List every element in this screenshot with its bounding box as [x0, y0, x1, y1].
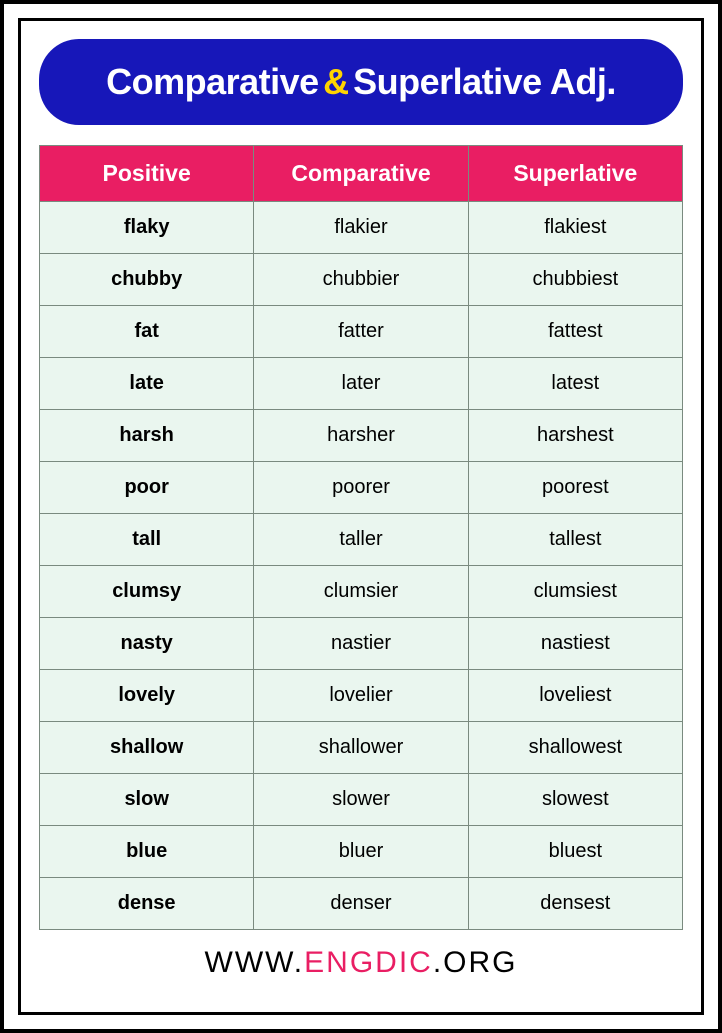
- table-header-row: Positive Comparative Superlative: [40, 146, 683, 202]
- col-superlative: Superlative: [468, 146, 682, 202]
- footer-brand: ENGDIC: [304, 946, 433, 979]
- cell-comparative: later: [254, 358, 468, 410]
- cell-positive: late: [40, 358, 254, 410]
- title-part2: Superlative Adj.: [353, 61, 616, 102]
- cell-superlative: latest: [468, 358, 682, 410]
- table-row: bluebluerbluest: [40, 826, 683, 878]
- cell-comparative: taller: [254, 514, 468, 566]
- table-row: slowslowerslowest: [40, 774, 683, 826]
- table-row: shallowshallowershallowest: [40, 722, 683, 774]
- table-row: lovelylovelierloveliest: [40, 670, 683, 722]
- table-body: flakyflakierflakiest chubbychubbierchubb…: [40, 202, 683, 930]
- cell-superlative: clumsiest: [468, 566, 682, 618]
- cell-comparative: flakier: [254, 202, 468, 254]
- cell-superlative: densest: [468, 878, 682, 930]
- footer-suffix: .ORG: [433, 946, 518, 979]
- cell-positive: poor: [40, 462, 254, 514]
- table-row: densedenserdensest: [40, 878, 683, 930]
- table-row: latelaterlatest: [40, 358, 683, 410]
- cell-superlative: nastiest: [468, 618, 682, 670]
- cell-comparative: slower: [254, 774, 468, 826]
- col-comparative: Comparative: [254, 146, 468, 202]
- cell-superlative: harshest: [468, 410, 682, 462]
- table-row: nastynastiernastiest: [40, 618, 683, 670]
- cell-superlative: flakiest: [468, 202, 682, 254]
- cell-superlative: poorest: [468, 462, 682, 514]
- cell-comparative: clumsier: [254, 566, 468, 618]
- table-row: flakyflakierflakiest: [40, 202, 683, 254]
- cell-positive: fat: [40, 306, 254, 358]
- cell-comparative: harsher: [254, 410, 468, 462]
- cell-positive: flaky: [40, 202, 254, 254]
- cell-positive: dense: [40, 878, 254, 930]
- table-row: harshharsherharshest: [40, 410, 683, 462]
- cell-positive: shallow: [40, 722, 254, 774]
- cell-superlative: fattest: [468, 306, 682, 358]
- cell-superlative: slowest: [468, 774, 682, 826]
- cell-positive: nasty: [40, 618, 254, 670]
- cell-superlative: loveliest: [468, 670, 682, 722]
- cell-positive: blue: [40, 826, 254, 878]
- cell-positive: harsh: [40, 410, 254, 462]
- cell-comparative: fatter: [254, 306, 468, 358]
- cell-superlative: tallest: [468, 514, 682, 566]
- title-ampersand: &: [323, 61, 349, 102]
- table-row: talltallertallest: [40, 514, 683, 566]
- table-row: fatfatterfattest: [40, 306, 683, 358]
- cell-positive: chubby: [40, 254, 254, 306]
- adjectives-table: Positive Comparative Superlative flakyfl…: [39, 145, 683, 930]
- title-banner: Comparative & Superlative Adj.: [39, 39, 683, 125]
- cell-superlative: bluest: [468, 826, 682, 878]
- cell-comparative: bluer: [254, 826, 468, 878]
- cell-positive: tall: [40, 514, 254, 566]
- cell-comparative: chubbier: [254, 254, 468, 306]
- footer-url: WWW.ENGDIC.ORG: [39, 946, 683, 980]
- cell-comparative: poorer: [254, 462, 468, 514]
- cell-positive: slow: [40, 774, 254, 826]
- inner-frame: Comparative & Superlative Adj. Positive …: [18, 18, 704, 1015]
- table-row: chubbychubbierchubbiest: [40, 254, 683, 306]
- col-positive: Positive: [40, 146, 254, 202]
- table-row: poorpoorerpoorest: [40, 462, 683, 514]
- cell-positive: clumsy: [40, 566, 254, 618]
- cell-comparative: nastier: [254, 618, 468, 670]
- cell-comparative: denser: [254, 878, 468, 930]
- cell-superlative: shallowest: [468, 722, 682, 774]
- table-row: clumsyclumsierclumsiest: [40, 566, 683, 618]
- title-part1: Comparative: [106, 61, 319, 102]
- outer-frame: Comparative & Superlative Adj. Positive …: [0, 0, 722, 1033]
- cell-positive: lovely: [40, 670, 254, 722]
- cell-comparative: shallower: [254, 722, 468, 774]
- cell-comparative: lovelier: [254, 670, 468, 722]
- cell-superlative: chubbiest: [468, 254, 682, 306]
- footer-prefix: WWW.: [205, 946, 305, 979]
